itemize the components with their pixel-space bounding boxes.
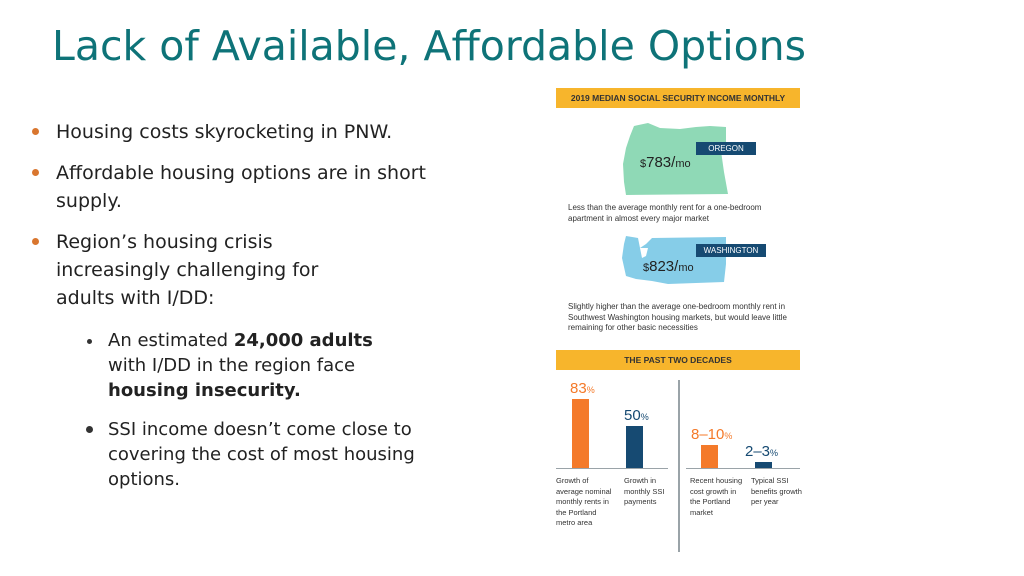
sub-bullet-bold-count: 24,000 adults (233, 330, 373, 351)
banner-past-two-decades: THE PAST TWO DECADES (556, 350, 800, 370)
chart-value-unit: % (724, 430, 733, 441)
washington-label: WASHINGTON (696, 244, 766, 257)
bullet-text: Housing costs skyrocketing in PNW. (56, 121, 393, 143)
sub-bullet-pre: An estimated (108, 330, 234, 351)
chart-divider (678, 380, 680, 552)
slide-title: Lack of Available, Affordable Options (52, 22, 807, 70)
chart-value-label-1: 83% (570, 380, 595, 397)
oregon-amount-value: 783/ (646, 154, 676, 171)
bullet-dot-icon (86, 426, 93, 433)
chart-value-label-2: 50% (624, 407, 649, 424)
washington-amount-value: 823/ (649, 258, 679, 275)
bullet-dot-icon (32, 238, 39, 245)
chart-value-label-4: 2–3% (745, 443, 778, 460)
chart-value-number: 8–10 (691, 425, 725, 443)
oregon-currency: $ (640, 158, 647, 170)
chart-category-label-2: Growth in monthly SSI payments (624, 476, 665, 506)
sub-bullet-ssi: SSI income doesn’t come close to coverin… (30, 417, 430, 492)
sub-bullet-bold-insecurity: housing insecurity. (108, 380, 301, 401)
infographic: 2019 MEDIAN SOCIAL SECURITY INCOME MONTH… (556, 88, 802, 552)
washington-currency: $ (643, 262, 650, 274)
oregon-amount: $783/mo (640, 154, 691, 171)
chart-value-number: 2–3 (745, 442, 771, 460)
decades-bar-chart: 83% Growth of average nominal monthly ren… (556, 88, 802, 552)
chart-value-unit: % (586, 385, 595, 395)
oregon-unit: mo (675, 158, 691, 170)
bullet-dot-icon (87, 339, 92, 344)
bullet-housing-costs: Housing costs skyrocketing in PNW. (30, 118, 430, 146)
chart-bar-2 (626, 426, 643, 468)
bullet-text: Region’s housing crisis increasingly cha… (56, 231, 319, 309)
sub-bullet-mid: with I/DD in the region face (108, 355, 356, 376)
sub-bullet-adults: An estimated 24,000 adults with I/DD in … (30, 328, 430, 403)
bullet-affordable-housing: Affordable housing options are in short … (30, 159, 430, 215)
chart-bar-3 (701, 444, 718, 468)
bullet-dot-icon (32, 169, 39, 176)
washington-note: Slightly higher than the average one-bed… (568, 302, 787, 332)
oregon-note: Less than the average monthly rent for a… (568, 203, 762, 223)
chart-bar-4 (755, 461, 772, 468)
chart-baseline-left (556, 468, 668, 469)
chart-baseline-right (686, 468, 800, 469)
chart-value-number: 83 (570, 380, 587, 397)
banner-median-income: 2019 MEDIAN SOCIAL SECURITY INCOME MONTH… (556, 88, 800, 108)
chart-bar-1 (572, 399, 589, 468)
bullet-dot-icon (32, 128, 39, 135)
chart-category-label-3: Recent housing cost growth in the Portla… (690, 476, 743, 517)
chart-value-unit: % (770, 447, 779, 458)
bullet-text: Affordable housing options are in short … (56, 162, 426, 212)
chart-value-label-3: 8–10% (691, 426, 732, 443)
washington-unit: mo (678, 262, 694, 274)
oregon-map-icon (623, 123, 728, 195)
sub-bullet-text: SSI income doesn’t come close to coverin… (108, 419, 415, 490)
bullet-list: Housing costs skyrocketing in PNW. Affor… (30, 118, 430, 504)
bullet-housing-crisis: Region’s housing crisis increasingly cha… (30, 228, 430, 312)
chart-value-unit: % (640, 412, 649, 423)
washington-amount: $823/mo (643, 258, 694, 275)
chart-category-label-4: Typical SSI benefits growth per year (751, 476, 802, 506)
oregon-label: OREGON (696, 142, 756, 155)
chart-value-number: 50 (624, 407, 641, 425)
chart-category-label-1: Growth of average nominal monthly rents … (556, 476, 612, 527)
